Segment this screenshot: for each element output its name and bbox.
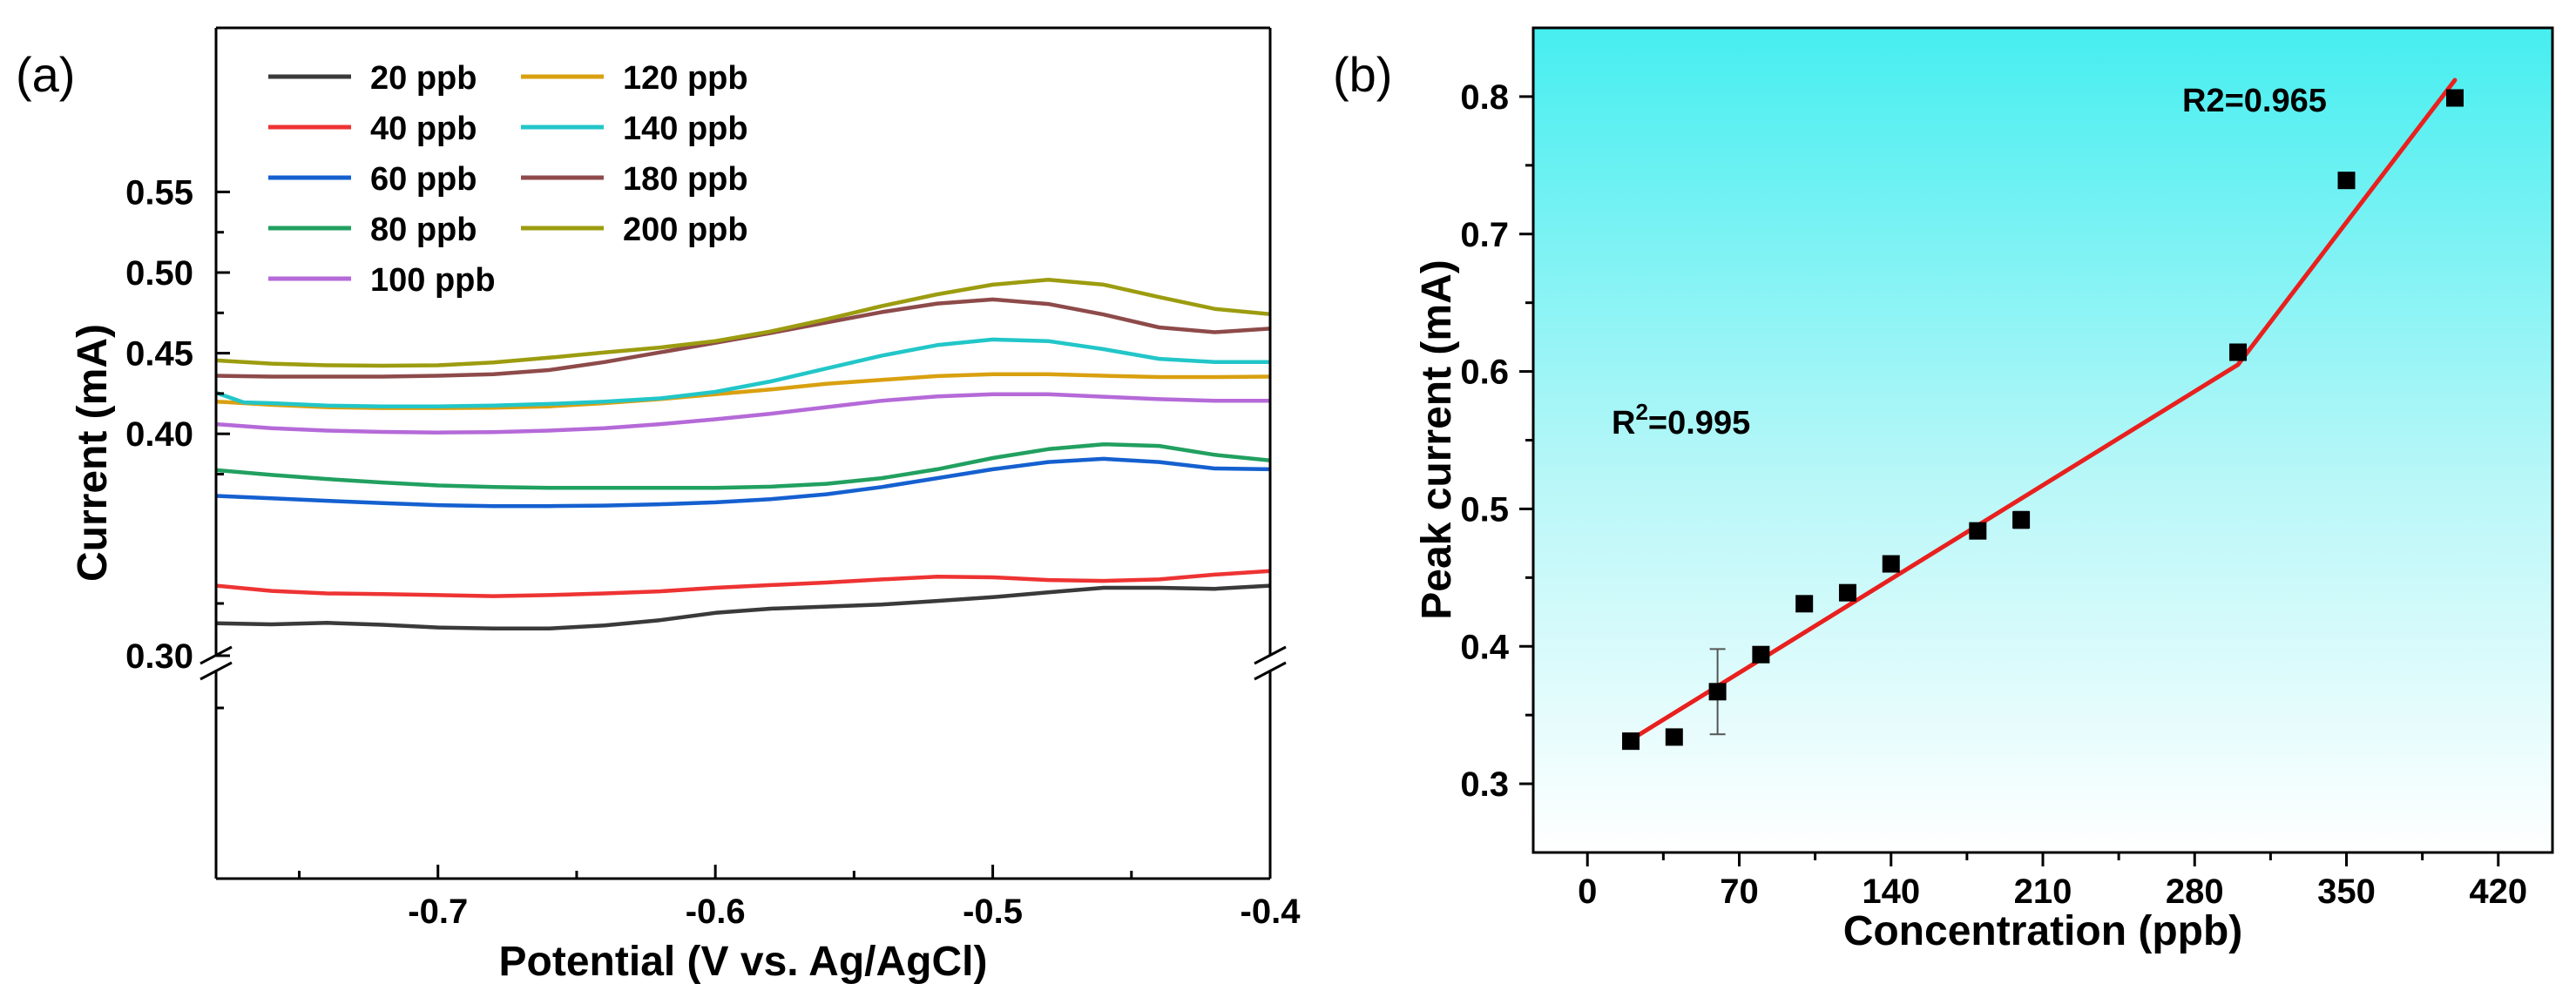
- annotation-r2-high: R2=0.965: [2182, 83, 2327, 119]
- series-line-80-ppb: [216, 441, 1270, 490]
- panel-a-x-tick-label: -0.5: [963, 893, 1023, 931]
- legend-item-200-ppb: 200 ppb: [521, 212, 748, 248]
- panel-b-y-tick-label: 0.5: [1460, 490, 1509, 529]
- legend-label-40-ppb: 40 ppb: [370, 111, 477, 147]
- panel-a-label: (a): [16, 47, 75, 102]
- panel-b-content: [1622, 77, 2464, 751]
- panel-a-frame: [199, 26, 1287, 880]
- panel-b-y-tick-label: 0.7: [1460, 216, 1509, 254]
- data-point: [1838, 583, 1856, 602]
- series-line-40-ppb: [216, 569, 1270, 598]
- legend-item-180-ppb: 180 ppb: [521, 161, 748, 198]
- panel-a-series-group: [216, 278, 1270, 631]
- legend-label-180-ppb: 180 ppb: [623, 161, 748, 198]
- panel-b: (b) 0 70 140 210 280 350 420 0.3 0.4 0.5 0.6 0.7 0.8…: [1333, 26, 2554, 954]
- panel-a-x-tick-label: -0.4: [1241, 893, 1302, 931]
- panel-a-break-mark-right-1: [1254, 645, 1287, 665]
- panel-b-ticks: 0 70 140 210 280 350 420 0.3 0.4 0.5 0.6 0.7 0.8: [1460, 78, 2527, 911]
- annotation-r2-low-suffix: =0.995: [1648, 405, 1750, 441]
- data-point: [1882, 555, 1900, 573]
- legend-item-140-ppb: 140 ppb: [521, 111, 748, 147]
- panel-b-x-tick-label: 420: [2469, 873, 2527, 911]
- panel-b-y-tick-label: 0.8: [1460, 78, 1509, 117]
- legend-item-80-ppb: 80 ppb: [268, 212, 477, 248]
- data-point: [1795, 595, 1814, 613]
- panel-b-x-tick-label: 70: [1720, 873, 1759, 911]
- data-point: [1665, 728, 1683, 746]
- panel-a: (a) -0.7 -0.6 -0.5 -0.4 0.30 0.40 0.45 0.50 0.55…: [16, 26, 1301, 985]
- legend-label-20-ppb: 20 ppb: [370, 60, 477, 97]
- data-point: [1752, 645, 1770, 664]
- legend-label-80-ppb: 80 ppb: [370, 212, 477, 248]
- panel-a-y-tick-label: 0.55: [125, 173, 193, 212]
- panel-b-y-axis-title: Peak current (mA): [1414, 259, 1460, 619]
- panel-b-x-tick-label: 0: [1578, 873, 1597, 911]
- panel-a-x-axis-title: Potential (V vs. Ag/AgCl): [499, 939, 988, 985]
- annotation-r2-low-superscript: 2: [1635, 399, 1647, 425]
- panel-a-y-tick-label: 0.40: [125, 415, 193, 454]
- panel-a-break-mark-right-2: [1254, 661, 1287, 681]
- legend-item-40-ppb: 40 ppb: [268, 111, 477, 147]
- fit-line-fit-high: [2235, 77, 2458, 367]
- series-line-120-ppb: [216, 372, 1270, 410]
- data-point: [2445, 89, 2464, 107]
- panel-a-x-tick-label: -0.7: [408, 893, 468, 931]
- panel-b-plot-background: [1533, 28, 2552, 852]
- fit-line-fit-low: [1628, 362, 2241, 743]
- series-line-200-ppb: [216, 278, 1270, 368]
- panel-b-x-tick-label: 350: [2317, 873, 2376, 911]
- panel-b-x-tick-label: 210: [2014, 873, 2072, 911]
- panel-b-y-tick-label: 0.3: [1460, 765, 1509, 804]
- legend-label-200-ppb: 200 ppb: [623, 212, 748, 248]
- legend-item-20-ppb: 20 ppb: [268, 60, 477, 97]
- panel-a-break-mark-left-2: [199, 661, 233, 681]
- annotation-r2-low: R2=0.995: [1612, 399, 1750, 441]
- panel-a-plot: [216, 278, 1270, 631]
- legend-item-120-ppb: 120 ppb: [521, 60, 748, 97]
- data-point: [1708, 683, 1727, 701]
- data-point: [1622, 732, 1640, 751]
- panel-b-label: (b): [1333, 47, 1392, 102]
- legend-label-140-ppb: 140 ppb: [623, 111, 748, 147]
- legend-item-100-ppb: 100 ppb: [268, 262, 496, 299]
- series-line-140-ppb: [216, 337, 1270, 408]
- data-point: [2337, 172, 2356, 190]
- panel-a-y-tick-label: 0.30: [125, 637, 193, 676]
- legend-item-60-ppb: 60 ppb: [268, 161, 477, 198]
- series-line-20-ppb: [216, 583, 1270, 631]
- panel-b-y-tick-label: 0.6: [1460, 354, 1509, 392]
- data-point: [1969, 522, 1987, 540]
- data-point: [2012, 511, 2031, 529]
- panel-b-y-tick-label: 0.4: [1460, 628, 1509, 666]
- panel-a-y-tick-label: 0.45: [125, 335, 193, 374]
- panel-a-legend: 20 ppb 40 ppb 60 ppb 80 ppb 100 ppb 120 ppb 14…: [268, 60, 748, 299]
- panel-a-ticks: -0.7 -0.6 -0.5 -0.4 0.30 0.40 0.45 0.50 0.55: [125, 173, 1301, 931]
- annotation-r2-low-prefix: R: [1612, 405, 1635, 441]
- panel-a-y-tick-label: 0.50: [125, 254, 193, 293]
- legend-label-60-ppb: 60 ppb: [370, 161, 477, 198]
- series-line-60-ppb: [216, 456, 1270, 509]
- panel-b-x-tick-label: 280: [2166, 873, 2224, 911]
- legend-label-120-ppb: 120 ppb: [623, 60, 748, 97]
- panel-a-y-axis-title: Current (mA): [70, 324, 116, 582]
- panel-b-x-axis-title: Concentration (ppb): [1843, 908, 2243, 954]
- panel-a-x-tick-label: -0.6: [686, 893, 746, 931]
- series-line-100-ppb: [216, 392, 1270, 435]
- legend-label-100-ppb: 100 ppb: [370, 262, 496, 299]
- data-point: [2229, 343, 2248, 361]
- panel-b-x-tick-label: 140: [1862, 873, 1920, 911]
